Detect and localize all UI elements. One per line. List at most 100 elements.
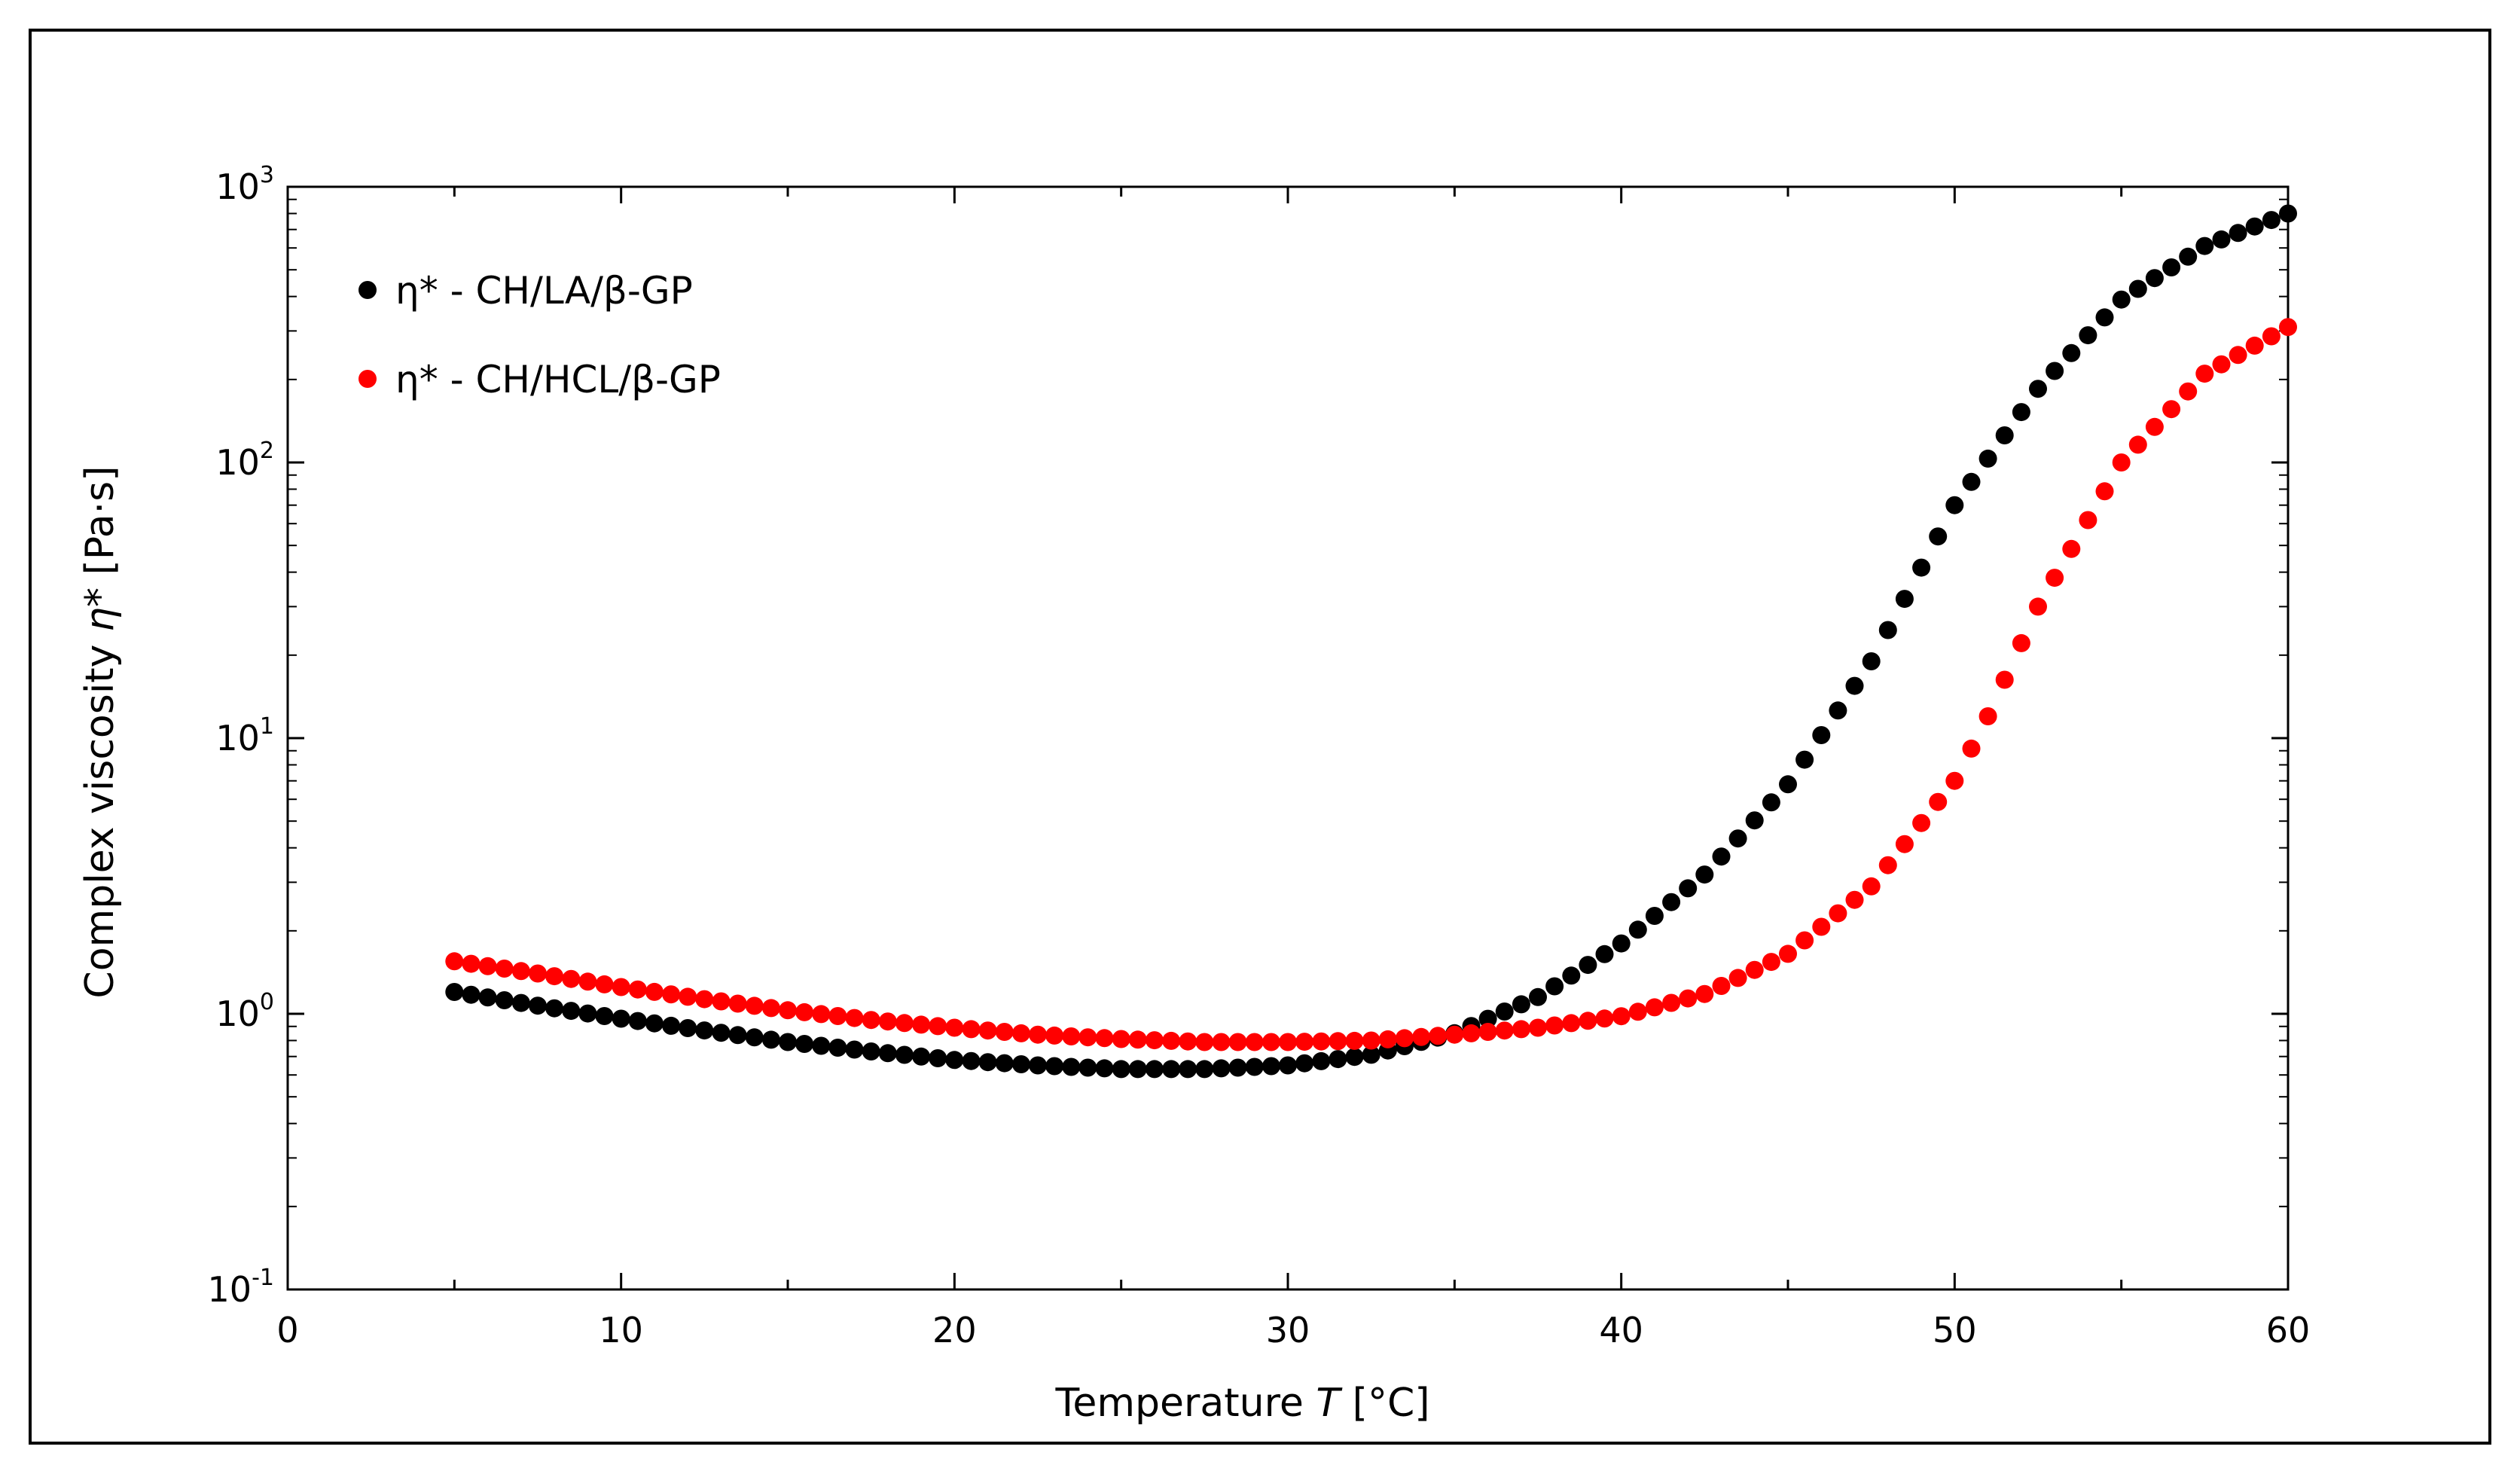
data-point-series-2 xyxy=(1912,813,1931,832)
y-tick-label-exponent: 1 xyxy=(260,713,274,740)
data-point-series-1 xyxy=(1695,865,1714,884)
data-point-series-1 xyxy=(978,1053,997,1072)
y-axis-title: Complex viscosity η* [Pa·s] xyxy=(78,465,123,998)
data-point-series-1 xyxy=(1978,449,1997,468)
y-tick-label: 101 xyxy=(215,713,274,758)
data-point-series-1 xyxy=(529,996,547,1015)
data-point-series-1 xyxy=(795,1035,814,1053)
data-point-series-2 xyxy=(1695,984,1714,1003)
data-point-series-1 xyxy=(828,1039,847,1057)
data-point-series-1 xyxy=(1112,1060,1130,1079)
data-point-series-1 xyxy=(478,988,497,1007)
data-point-series-1 xyxy=(1562,966,1581,985)
data-point-series-1 xyxy=(1295,1054,1314,1073)
data-point-series-1 xyxy=(812,1036,831,1055)
data-point-series-1 xyxy=(612,1009,630,1028)
data-point-series-2 xyxy=(612,978,630,996)
data-point-series-1 xyxy=(1212,1059,1231,1078)
data-point-series-2 xyxy=(1429,1027,1448,1045)
data-point-series-2 xyxy=(761,999,780,1018)
data-point-series-1 xyxy=(712,1024,731,1042)
data-point-series-1 xyxy=(2145,269,2164,288)
data-point-series-1 xyxy=(929,1049,947,1067)
figure-frame xyxy=(29,29,2491,1445)
data-point-series-2 xyxy=(695,990,714,1009)
data-point-series-2 xyxy=(1829,904,1847,923)
data-point-series-1 xyxy=(1579,956,1597,975)
data-point-series-2 xyxy=(1312,1032,1331,1051)
data-point-series-1 xyxy=(679,1019,697,1037)
data-point-series-2 xyxy=(2079,511,2097,529)
data-point-series-1 xyxy=(1245,1057,1264,1076)
data-point-series-2 xyxy=(2162,400,2181,419)
data-point-series-1 xyxy=(1912,558,1931,577)
data-point-series-2 xyxy=(2112,453,2131,471)
data-point-series-2 xyxy=(1862,877,1881,896)
data-point-series-2 xyxy=(2245,336,2264,355)
data-point-series-2 xyxy=(1395,1029,1414,1048)
data-point-series-1 xyxy=(1095,1059,1114,1078)
data-point-series-1 xyxy=(962,1051,981,1070)
data-point-series-1 xyxy=(1228,1058,1247,1077)
y-tick-label-base: 10 xyxy=(215,718,260,758)
data-point-series-2 xyxy=(2046,569,2064,587)
data-point-series-2 xyxy=(745,996,764,1015)
data-point-series-2 xyxy=(1279,1033,1297,1051)
data-point-series-2 xyxy=(1045,1026,1064,1045)
data-point-series-1 xyxy=(2279,204,2297,223)
data-point-series-2 xyxy=(1128,1030,1147,1049)
data-point-series-1 xyxy=(728,1026,747,1045)
y-tick-label: 100 xyxy=(215,989,274,1034)
data-point-series-2 xyxy=(812,1005,831,1024)
data-point-series-2 xyxy=(578,972,597,991)
data-point-series-2 xyxy=(2029,597,2047,616)
x-tick-label: 30 xyxy=(1266,1310,1310,1350)
data-point-series-1 xyxy=(2128,279,2147,298)
data-point-series-1 xyxy=(462,985,481,1004)
y-tick-label-base: 10 xyxy=(215,993,260,1034)
data-point-series-2 xyxy=(1145,1031,1164,1050)
data-point-series-2 xyxy=(828,1007,847,1025)
data-point-series-2 xyxy=(1878,856,1897,874)
x-tick-label: 50 xyxy=(1933,1310,1977,1350)
data-point-series-1 xyxy=(578,1004,597,1023)
data-point-series-2 xyxy=(878,1012,897,1031)
data-point-series-1 xyxy=(1945,496,1964,514)
data-point-series-1 xyxy=(2029,380,2047,398)
data-point-series-2 xyxy=(2262,327,2281,346)
y-axis-title-var: η* xyxy=(78,587,123,632)
data-point-series-2 xyxy=(1345,1031,1364,1050)
data-point-series-1 xyxy=(1962,472,1981,491)
data-point-series-2 xyxy=(779,1001,797,1020)
data-point-series-1 xyxy=(445,983,464,1001)
y-tick-label-base: 10 xyxy=(215,166,260,207)
y-tick-label: 10-1 xyxy=(208,1265,274,1310)
data-point-series-1 xyxy=(1712,847,1731,866)
data-point-series-2 xyxy=(1779,945,1797,963)
data-point-series-1 xyxy=(1779,775,1797,794)
data-point-series-2 xyxy=(511,962,530,981)
data-point-series-1 xyxy=(1145,1060,1164,1079)
data-point-series-2 xyxy=(1011,1024,1030,1042)
data-point-series-2 xyxy=(445,952,464,971)
data-point-series-1 xyxy=(2012,403,2030,422)
data-point-series-2 xyxy=(2145,417,2164,436)
data-point-series-1 xyxy=(1045,1057,1064,1076)
data-point-series-1 xyxy=(779,1033,797,1051)
data-point-series-2 xyxy=(1945,771,1964,790)
data-point-series-1 xyxy=(695,1021,714,1040)
x-tick-label: 60 xyxy=(2266,1310,2311,1350)
data-point-series-2 xyxy=(2062,539,2081,558)
data-point-series-2 xyxy=(728,994,747,1013)
data-point-series-2 xyxy=(1662,993,1681,1012)
data-point-series-1 xyxy=(511,993,530,1012)
data-point-series-2 xyxy=(1579,1012,1597,1030)
data-point-series-1 xyxy=(1529,987,1547,1006)
data-point-series-2 xyxy=(1095,1029,1114,1048)
data-point-series-2 xyxy=(1112,1030,1130,1048)
data-point-series-2 xyxy=(628,980,647,999)
data-point-series-1 xyxy=(628,1012,647,1030)
y-tick-label-base: 10 xyxy=(208,1269,252,1310)
data-point-series-2 xyxy=(1162,1031,1181,1050)
data-point-series-1 xyxy=(2262,211,2281,230)
